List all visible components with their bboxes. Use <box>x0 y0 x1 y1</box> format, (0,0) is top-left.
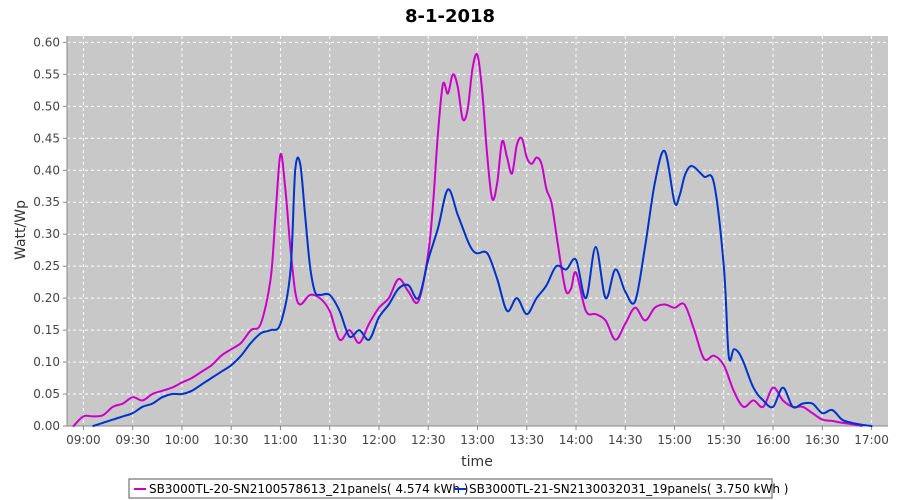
y-tick-label: 0.15 <box>33 323 60 337</box>
y-tick-label: 0.55 <box>33 67 60 81</box>
y-tick-label: 0.45 <box>33 131 60 145</box>
series-line-1 <box>72 53 863 427</box>
x-tick-label: 10:00 <box>165 433 200 447</box>
y-tick-label: 0.40 <box>33 163 60 177</box>
x-tick-label: 16:30 <box>805 433 840 447</box>
y-tick-label: 0.50 <box>33 99 60 113</box>
legend-box <box>128 478 773 499</box>
x-tick-label: 15:30 <box>707 433 742 447</box>
y-tick-label: 0.30 <box>33 227 60 241</box>
legend: SB3000TL-20-SN2100578613_21panels( 4.574… <box>128 478 788 499</box>
y-tick-label: 0.10 <box>33 355 60 369</box>
grid-layer <box>67 36 888 426</box>
y-tick-label: 0.35 <box>33 195 60 209</box>
series-layer <box>72 53 873 427</box>
x-tick-label: 17:00 <box>854 433 889 447</box>
x-tick-label: 13:00 <box>460 433 495 447</box>
x-tick-label: 16:00 <box>756 433 791 447</box>
y-axis-label: Watt/Wp <box>13 200 29 260</box>
x-tick-label: 15:00 <box>657 433 692 447</box>
legend-label-1: SB3000TL-20-SN2100578613_21panels( 4.574… <box>149 482 468 496</box>
x-tick-label: 12:30 <box>411 433 446 447</box>
x-tick-label: 09:00 <box>66 433 101 447</box>
x-tick-label: 14:30 <box>608 433 643 447</box>
x-tick-label: 11:00 <box>263 433 298 447</box>
y-tick-label: 0.25 <box>33 259 60 273</box>
x-axis-label: time <box>461 454 493 470</box>
axes-layer: 0.00 0.05 0.10 0.15 0.20 0.25 0.30 0.35 0.40 0.45… <box>33 35 889 447</box>
y-tick-label: 0.60 <box>33 35 60 49</box>
x-tick-label: 10:30 <box>214 433 249 447</box>
legend-label-2: SB3000TL-21-SN2130032031_19panels( 3.750… <box>469 482 788 496</box>
x-tick-label: 11:30 <box>312 433 347 447</box>
y-tick-label: 0.00 <box>33 419 60 433</box>
y-tick-label: 0.20 <box>33 291 60 305</box>
x-tick-label: 12:00 <box>362 433 397 447</box>
y-tick-label: 0.05 <box>33 387 60 401</box>
chart-title: 8-1-2018 <box>405 6 495 27</box>
series-line-2 <box>92 149 873 427</box>
x-tick-label: 14:00 <box>559 433 594 447</box>
x-tick-label: 13:30 <box>509 433 544 447</box>
x-tick-label: 09:30 <box>115 433 150 447</box>
